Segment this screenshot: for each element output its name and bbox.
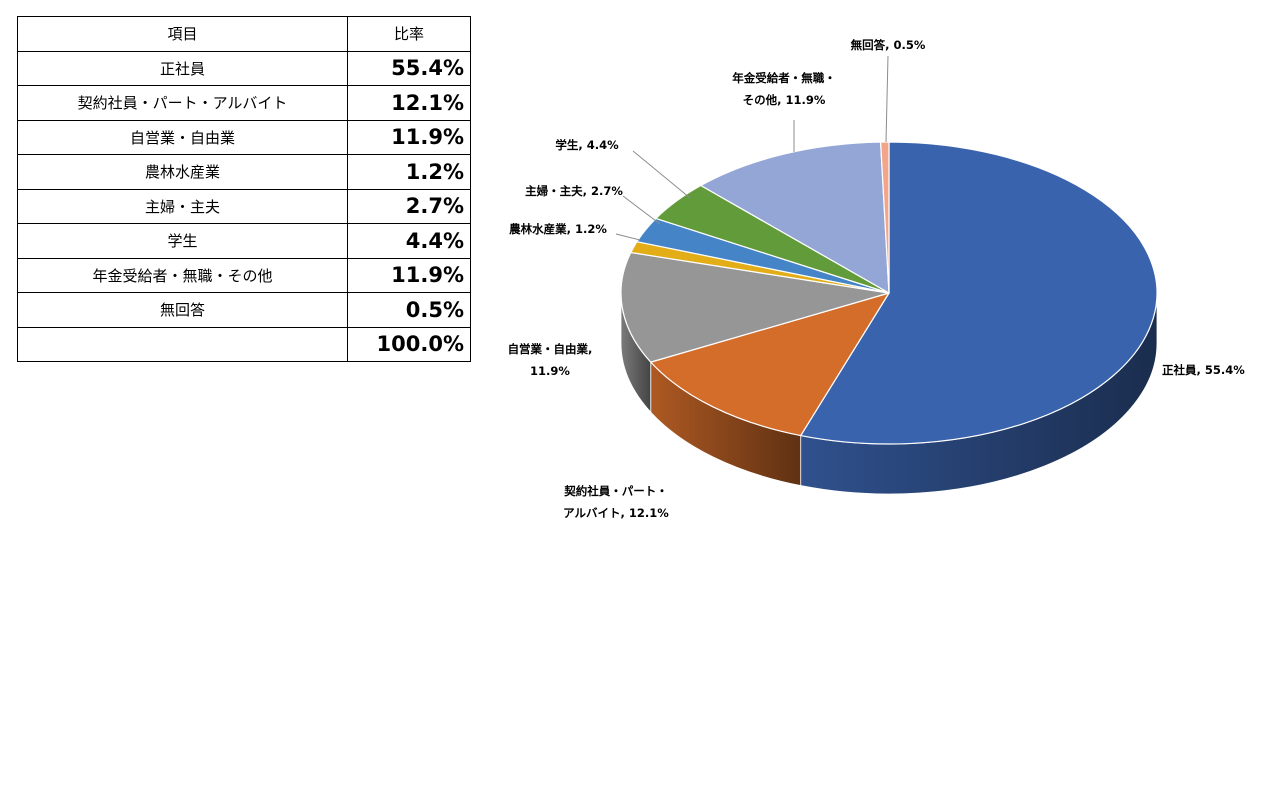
table-row: 契約社員・パート・アルバイト 12.1% — [17, 85, 471, 121]
table-row: 自営業・自由業 11.9% — [17, 119, 471, 155]
table-row: 正社員 55.4% — [17, 50, 471, 86]
table-row: 農林水産業 1.2% — [17, 154, 471, 190]
row-item: 正社員 — [17, 50, 348, 86]
leader-line-3 — [615, 233, 641, 241]
row-item: 年金受給者・無職・その他 — [17, 257, 348, 293]
total-item — [17, 326, 348, 362]
row-value: 12.1% — [347, 85, 471, 121]
table-header-row: 項目 比率 — [17, 16, 471, 52]
data-label-4: 主婦・主夫, 2.7% — [525, 184, 623, 198]
leader-line-5 — [632, 150, 691, 199]
pie-slice-7 — [879, 141, 890, 294]
total-value: 100.0% — [347, 326, 471, 362]
data-label-6-line1: その他, 11.9% — [743, 93, 826, 107]
data-label-2-line0: 自営業・自由業, — [508, 342, 593, 356]
header-item: 項目 — [17, 16, 348, 52]
data-label-2-line1: 11.9% — [530, 364, 570, 378]
data-label-3: 農林水産業, 1.2% — [509, 222, 607, 236]
table-row: 年金受給者・無職・その他 11.9% — [17, 257, 471, 293]
table-row: 学生 4.4% — [17, 223, 471, 259]
data-label-1-line0: 契約社員・パート・ — [563, 484, 668, 498]
row-item: 主婦・主夫 — [17, 188, 348, 224]
data-label-7: 無回答, 0.5% — [851, 38, 926, 52]
row-item: 無回答 — [17, 292, 348, 328]
row-value: 4.4% — [347, 223, 471, 259]
pie-slice-2 — [620, 251, 890, 363]
data-label-0: 正社員, 55.4% — [1162, 363, 1245, 377]
row-item: 農林水産業 — [17, 154, 348, 190]
data-labels: 正社員, 55.4% 契約社員・パート・アルバイト, 12.1% 自営業・自由業, 1… — [508, 38, 1246, 520]
leader-line-7 — [885, 55, 889, 143]
data-label-1-line1: アルバイト, 12.1% — [563, 506, 669, 520]
row-value: 1.2% — [347, 154, 471, 190]
pie-chart: 正社員, 55.4% 契約社員・パート・アルバイト, 12.1% 自営業・自由業, 1… — [508, 38, 1246, 520]
row-value: 11.9% — [347, 257, 471, 293]
pie-slice-6 — [700, 141, 890, 294]
data-label-5: 学生, 4.4% — [555, 138, 619, 152]
table-total-row: 100.0% — [17, 326, 471, 362]
row-value: 55.4% — [347, 50, 471, 86]
pie-slice-0 — [800, 141, 1158, 445]
table-row: 無回答 0.5% — [17, 292, 471, 328]
row-value: 0.5% — [347, 292, 471, 328]
row-item: 自営業・自由業 — [17, 119, 348, 155]
data-label-6-line0: 年金受給者・無職・ — [732, 71, 836, 85]
header-ratio: 比率 — [347, 16, 471, 52]
row-value: 2.7% — [347, 188, 471, 224]
pie-top-faces — [620, 141, 1158, 445]
row-value: 11.9% — [347, 119, 471, 155]
pie-slice-1 — [650, 292, 890, 437]
table-row: 主婦・主夫 2.7% — [17, 188, 471, 224]
leader-line-4 — [622, 195, 661, 225]
ratio-table: 項目 比率 正社員 55.4% 契約社員・パート・アルバイト 12.1% 自営業… — [17, 16, 471, 362]
row-item: 学生 — [17, 223, 348, 259]
row-item: 契約社員・パート・アルバイト — [17, 85, 348, 121]
leader-lines — [615, 55, 889, 241]
